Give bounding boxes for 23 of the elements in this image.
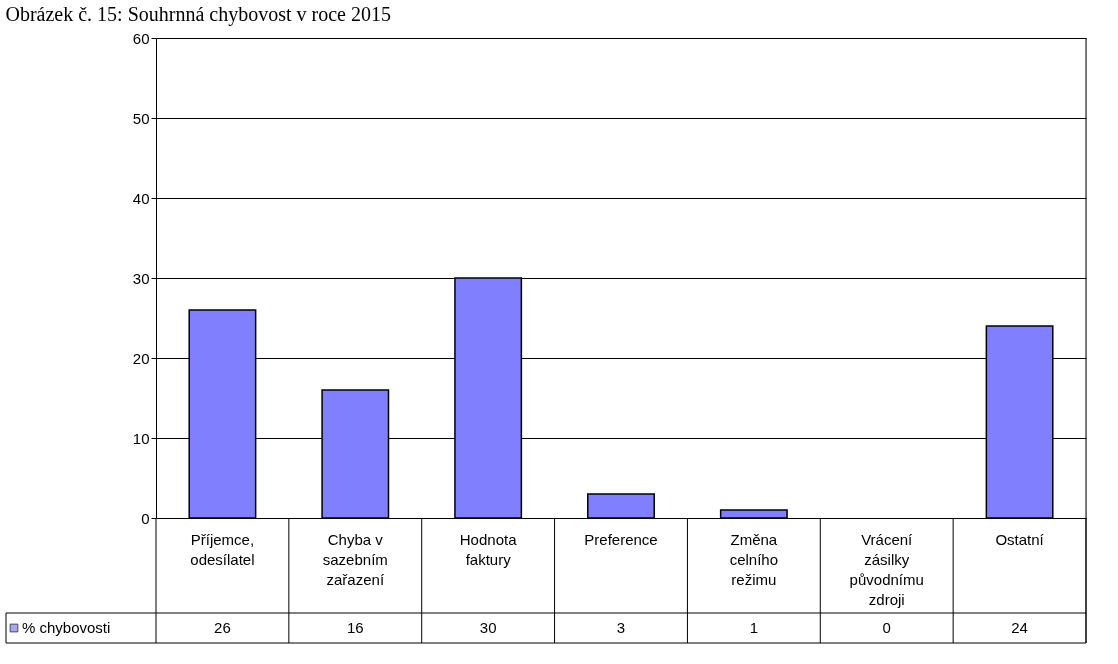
data-label: 3 xyxy=(616,619,626,636)
y-tick-label: 60 xyxy=(132,29,150,47)
x-tick-label: Chyba v sazebním zařazení xyxy=(322,530,388,588)
y-tick-label: 0 xyxy=(141,509,150,527)
data-label: 26 xyxy=(214,619,231,636)
x-tick-label: Změna celního režimu xyxy=(729,530,779,588)
data-label: 16 xyxy=(346,619,364,636)
data-label: 30 xyxy=(479,619,497,636)
y-tick-label: 20 xyxy=(132,349,150,367)
legend-label: % chybovosti xyxy=(22,619,111,636)
y-tick-label: 50 xyxy=(132,109,150,127)
y-tick-label: 10 xyxy=(132,429,150,447)
x-tick-label: Preference xyxy=(584,530,658,548)
chart-title: Obrázek č. 15: Souhrnná chybovost v roce 2015 xyxy=(5,3,391,26)
data-label: 24 xyxy=(1011,619,1028,636)
x-tick-label: Příjemce, odesílatel xyxy=(190,530,255,568)
y-tick-label: 40 xyxy=(132,189,150,207)
x-tick-label: Vrácení zásilky původnímu zdroji xyxy=(849,530,924,608)
x-tick-label: Hodnota faktury xyxy=(459,530,518,568)
data-label: 1 xyxy=(749,619,759,636)
data-label: 0 xyxy=(882,619,891,636)
x-tick-label: Ostatní xyxy=(995,530,1045,548)
y-tick-label: 30 xyxy=(132,269,150,287)
